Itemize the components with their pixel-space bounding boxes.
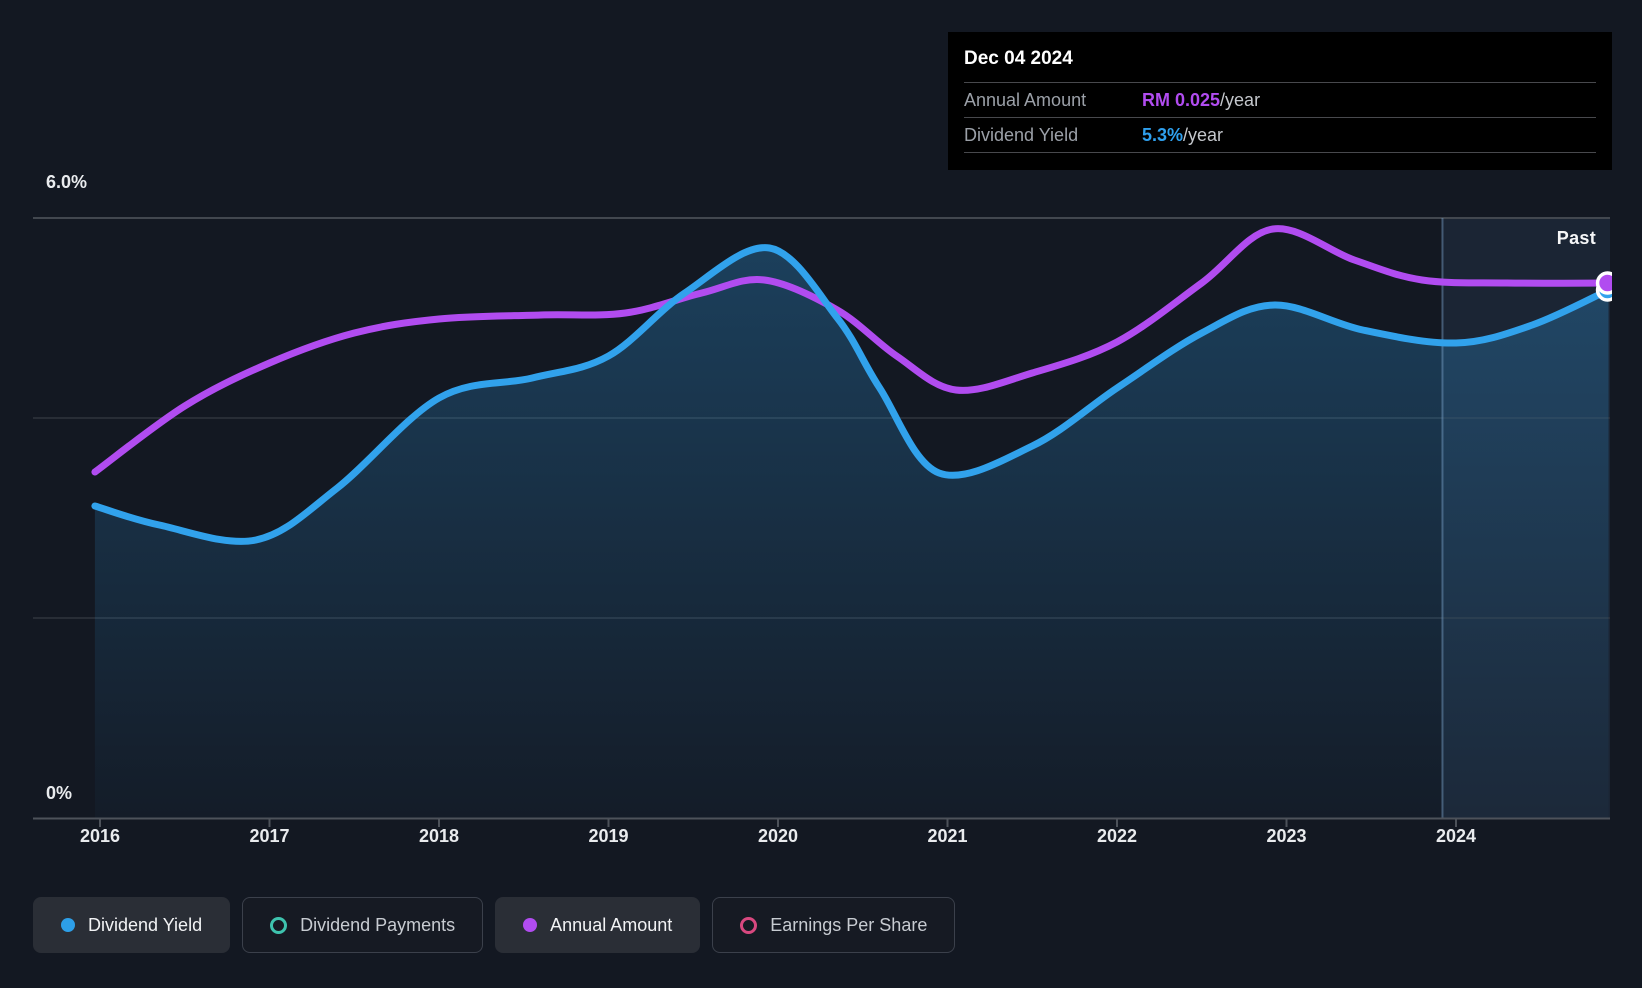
x-axis-label-2018: 2018 bbox=[418, 826, 460, 846]
chart-legend: Dividend Yield Dividend Payments Annual Am… bbox=[33, 897, 956, 953]
dividend-yield-area bbox=[94, 247, 1609, 818]
tooltip-row-value: RM 0.025 bbox=[1142, 89, 1221, 110]
chart-tooltip: Dec 04 2024 Annual Amount RM 0.025/year Di… bbox=[948, 32, 1612, 170]
x-axis-label-2022: 2022 bbox=[1096, 826, 1138, 846]
tooltip-row-suffix: /year bbox=[1220, 89, 1261, 110]
past-region-label: Past bbox=[1556, 228, 1596, 248]
tooltip-row-value: 5.3% bbox=[1142, 124, 1184, 145]
y-axis-label-min: 0% bbox=[46, 783, 73, 803]
x-axis-label-2020: 2020 bbox=[757, 826, 799, 846]
earnings-per-share-ring-icon bbox=[740, 916, 758, 934]
tooltip-date: Dec 04 2024 bbox=[964, 48, 1073, 69]
dividend-yield-line bbox=[91, 244, 1612, 545]
legend-toggle-annual-amount[interactable]: Annual Amount bbox=[495, 897, 701, 953]
x-axis-label-2024: 2024 bbox=[1435, 826, 1477, 846]
x-axis-label-2019: 2019 bbox=[588, 826, 629, 846]
dividend-payments-ring-icon bbox=[270, 916, 288, 934]
legend-label: Dividend Yield bbox=[88, 914, 203, 935]
y-axis-label-max: 6.0% bbox=[46, 172, 88, 192]
tooltip-row-label: Dividend Yield bbox=[964, 124, 1079, 145]
x-axis-label-2017: 2017 bbox=[249, 826, 290, 846]
x-axis-label-2016: 2016 bbox=[79, 826, 121, 846]
legend-toggle-dividend-payments[interactable]: Dividend Payments bbox=[242, 897, 484, 953]
annual-amount-dot-icon bbox=[523, 918, 538, 932]
tooltip-row-dividend-yield: Dividend Yield 5.3%/year bbox=[964, 117, 1596, 152]
legend-toggle-dividend-yield[interactable]: Dividend Yield bbox=[33, 897, 231, 953]
legend-label: Annual Amount bbox=[550, 914, 673, 935]
annual-amount-line bbox=[91, 225, 1612, 476]
legend-label: Earnings Per Share bbox=[770, 914, 928, 935]
tooltip-row-suffix: /year bbox=[1183, 124, 1224, 145]
x-axis-label-2021: 2021 bbox=[927, 826, 968, 846]
tooltip-row-annual-amount: Annual Amount RM 0.025/year bbox=[964, 82, 1596, 117]
annual-amount-end-marker bbox=[1595, 271, 1612, 295]
x-axis-label-2023: 2023 bbox=[1266, 826, 1307, 846]
legend-label: Dividend Payments bbox=[300, 914, 456, 935]
legend-toggle-earnings-per-share[interactable]: Earnings Per Share bbox=[712, 897, 956, 953]
tooltip-row-label: Annual Amount bbox=[964, 89, 1087, 110]
dividend-yield-dot-icon bbox=[61, 918, 75, 932]
